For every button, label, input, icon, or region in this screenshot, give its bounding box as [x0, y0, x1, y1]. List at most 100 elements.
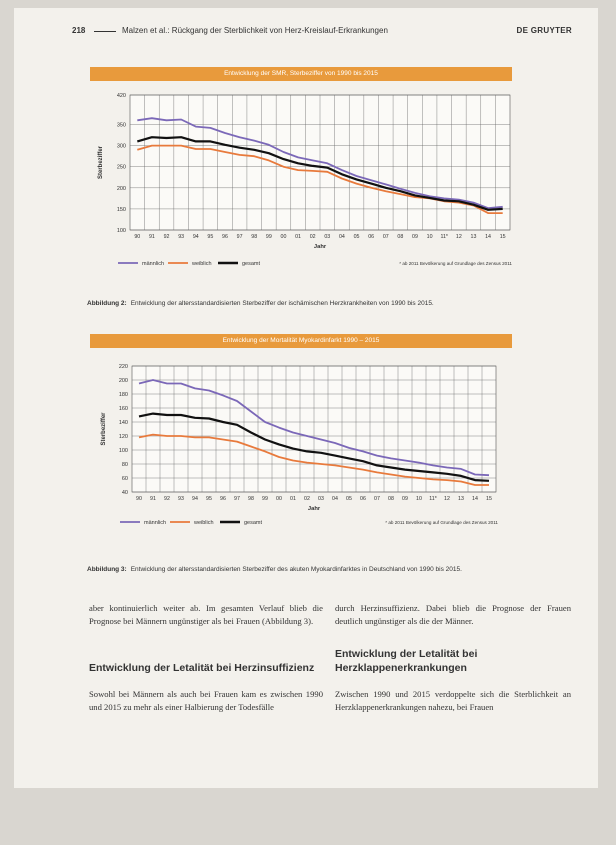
chart-footnote: * ab 2011 Bevölkerung auf Grundlage des …	[399, 261, 512, 266]
y-tick-label: 200	[117, 186, 126, 192]
x-tick-label: 13	[471, 234, 477, 240]
caption-label: Abbildung 3:	[87, 566, 127, 573]
x-tick-label: 10	[416, 496, 422, 502]
caption-text: Entwicklung der altersstandardisierten S…	[130, 566, 462, 573]
figure-2-chart: Entwicklung der SMR, Sterbeziffer von 19…	[90, 67, 512, 293]
y-tick-label: 350	[117, 123, 126, 129]
x-tick-label: 05	[346, 496, 352, 502]
x-tick-label: 90	[134, 234, 140, 240]
x-tick-label: 07	[374, 496, 380, 502]
x-tick-label: 06	[360, 496, 366, 502]
page-number: 218	[72, 26, 86, 35]
legend-entry: weiblich	[191, 261, 212, 267]
publisher-logo: DE GRUYTER	[516, 26, 572, 35]
x-tick-label: 10	[427, 234, 433, 240]
series-line-gesamt	[136, 136, 503, 211]
y-tick-label: 180	[119, 392, 128, 398]
x-tick-label: 08	[388, 496, 394, 502]
x-tick-label: 03	[318, 496, 324, 502]
caption-label: Abbildung 2:	[87, 300, 127, 307]
chart-title-band: Entwicklung der SMR, Sterbeziffer von 19…	[90, 67, 512, 81]
x-tick-label: 04	[332, 496, 338, 502]
x-tick-label: 98	[248, 496, 254, 502]
y-tick-label: 60	[122, 476, 128, 482]
x-tick-label: 96	[220, 496, 226, 502]
x-tick-label: 13	[458, 496, 464, 502]
x-axis-label: Jahr	[314, 244, 327, 250]
chart-footnote: * ab 2011 Bevölkerung auf Grundlage des …	[385, 520, 498, 525]
x-tick-label: 12	[456, 234, 462, 240]
x-tick-label: 96	[222, 234, 228, 240]
y-tick-label: 160	[119, 406, 128, 412]
y-tick-label: 300	[117, 144, 126, 150]
right-section-heading: Entwicklung der Letalität bei Herzklappe…	[335, 648, 478, 674]
legend-entry: weiblich	[193, 520, 214, 526]
legend-entry: männlich	[142, 261, 164, 267]
x-tick-label: 15	[486, 496, 492, 502]
y-tick-label: 100	[119, 448, 128, 454]
left-paragraph-1: aber kontinuierlich weiter ab. Im gesamt…	[89, 603, 323, 626]
x-axis-label: Jahr	[308, 506, 321, 512]
series-line-männlich	[138, 379, 490, 477]
x-tick-label: 00	[281, 234, 287, 240]
y-tick-label: 100	[117, 228, 126, 234]
x-tick-label: 97	[237, 234, 243, 240]
x-tick-label: 12	[444, 496, 450, 502]
y-tick-label: 420	[117, 93, 126, 99]
x-tick-label: 05	[354, 234, 360, 240]
x-tick-label: 07	[383, 234, 389, 240]
legend-entry: gesamt	[242, 261, 261, 267]
x-tick-label: 09	[402, 496, 408, 502]
x-tick-label: 91	[149, 234, 155, 240]
x-tick-label: 11*	[429, 496, 437, 502]
x-tick-label: 93	[178, 234, 184, 240]
x-tick-label: 97	[234, 496, 240, 502]
right-paragraph-2: Zwischen 1990 und 2015 verdoppelte sich …	[335, 689, 571, 712]
series-line-männlich	[137, 117, 503, 210]
y-tick-label: 250	[117, 165, 126, 171]
x-tick-label: 03	[324, 234, 330, 240]
left-paragraph-2: Sowohl bei Männern als auch bei Frauen k…	[89, 689, 323, 712]
x-tick-label: 11*	[440, 234, 448, 240]
right-paragraph-1: durch Herzinsuffizienz. Dabei blieb die …	[335, 603, 571, 626]
x-tick-label: 91	[150, 496, 156, 502]
y-tick-label: 120	[119, 434, 128, 440]
x-tick-label: 94	[192, 496, 198, 502]
x-tick-label: 01	[290, 496, 296, 502]
x-tick-label: 08	[397, 234, 403, 240]
series-line-weiblich	[138, 433, 489, 486]
x-tick-label: 04	[339, 234, 345, 240]
x-tick-label: 92	[164, 234, 170, 240]
figure-3-chart: Entwicklung der Mortalität Myokardinfark…	[90, 334, 512, 556]
running-header: 218 Malzen et al.: Rückgang der Sterblic…	[72, 24, 572, 38]
x-tick-label: 06	[368, 234, 374, 240]
figure-2-caption: Abbildung 2: Entwicklung der altersstanda…	[87, 300, 547, 307]
x-tick-label: 98	[251, 234, 257, 240]
x-tick-label: 95	[206, 496, 212, 502]
x-tick-label: 02	[310, 234, 316, 240]
left-section-heading: Entwicklung der Letalität bei Herzinsuff…	[89, 662, 315, 674]
legend-entry: männlich	[144, 520, 166, 526]
x-tick-label: 95	[207, 234, 213, 240]
x-tick-label: 14	[472, 496, 478, 502]
y-tick-label: 200	[119, 378, 128, 384]
chart-title-band: Entwicklung der Mortalität Myokardinfark…	[90, 334, 512, 348]
y-tick-label: 80	[122, 462, 128, 468]
x-tick-label: 14	[485, 234, 491, 240]
x-tick-label: 94	[193, 234, 199, 240]
chart-svg: 40 60 80 100 120 140 160 180 200 220 90 91 92 93 94 95 9…	[101, 364, 498, 526]
x-tick-label: 92	[164, 496, 170, 502]
x-tick-label: 99	[262, 496, 268, 502]
figure-3-caption: Abbildung 3: Entwicklung der altersstanda…	[87, 566, 547, 573]
y-axis-label: Sterbeziffer	[98, 145, 104, 179]
y-tick-label: 150	[117, 207, 126, 213]
x-tick-label: 09	[412, 234, 418, 240]
x-tick-label: 00	[276, 496, 282, 502]
header-divider	[94, 31, 116, 32]
y-tick-label: 220	[119, 364, 128, 370]
x-tick-label: 02	[304, 496, 310, 502]
running-title: Malzen et al.: Rückgang der Sterblichkei…	[122, 26, 388, 35]
x-tick-label: 01	[295, 234, 301, 240]
x-tick-label: 93	[178, 496, 184, 502]
